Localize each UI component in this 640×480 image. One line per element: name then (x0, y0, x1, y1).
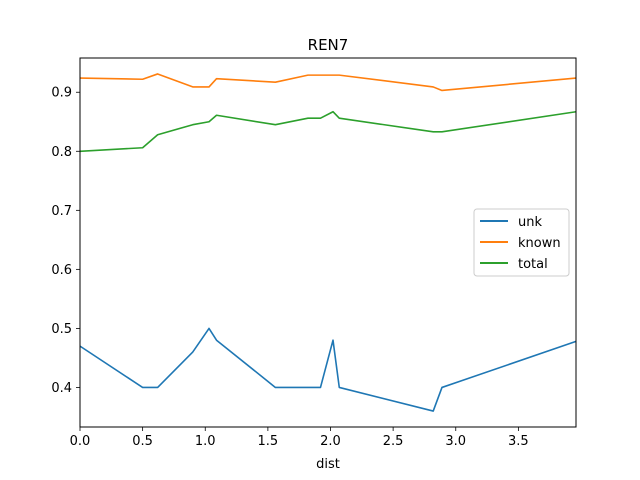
y-tick-label: 0.5 (51, 322, 72, 337)
chart-title: REN7 (308, 36, 349, 54)
series-line-total (79, 110, 577, 153)
legend-box (473, 208, 570, 277)
x-tick-label: 3.0 (445, 434, 466, 449)
series-line-unk (79, 327, 577, 412)
y-tick-label: 0.7 (51, 204, 72, 219)
x-axis-ticks: 0.0 0.5 1.0 1.5 2.0 2.5 3.0 3.5 (70, 427, 529, 449)
x-tick-label: 2.5 (383, 434, 404, 449)
legend-label-known: known (518, 236, 561, 251)
x-axis-label: dist (316, 457, 340, 472)
y-tick-label: 0.9 (51, 86, 72, 101)
plot-frame (79, 57, 577, 428)
x-tick-label: 2.0 (320, 434, 341, 449)
series-line-known (79, 73, 577, 92)
y-tick-label: 0.6 (51, 263, 72, 278)
x-tick-label: 0.0 (70, 434, 91, 449)
legend-label-unk: unk (518, 215, 542, 230)
plot-area: 0.0 0.5 1.0 1.5 2.0 2.5 3.0 3.5 0.4 0.5 0.6 0.7 0.8… (51, 57, 577, 449)
series-layer (79, 73, 577, 412)
x-tick-label: 1.5 (258, 434, 279, 449)
y-tick-label: 0.8 (51, 145, 72, 160)
x-tick-label: 3.5 (508, 434, 529, 449)
legend: unk known total (473, 208, 570, 277)
legend-label-total: total (518, 257, 548, 272)
y-axis-ticks: 0.4 0.5 0.6 0.7 0.8 0.9 (51, 86, 80, 396)
x-tick-label: 0.5 (132, 434, 153, 449)
y-tick-label: 0.4 (51, 381, 72, 396)
x-tick-label: 1.0 (195, 434, 216, 449)
